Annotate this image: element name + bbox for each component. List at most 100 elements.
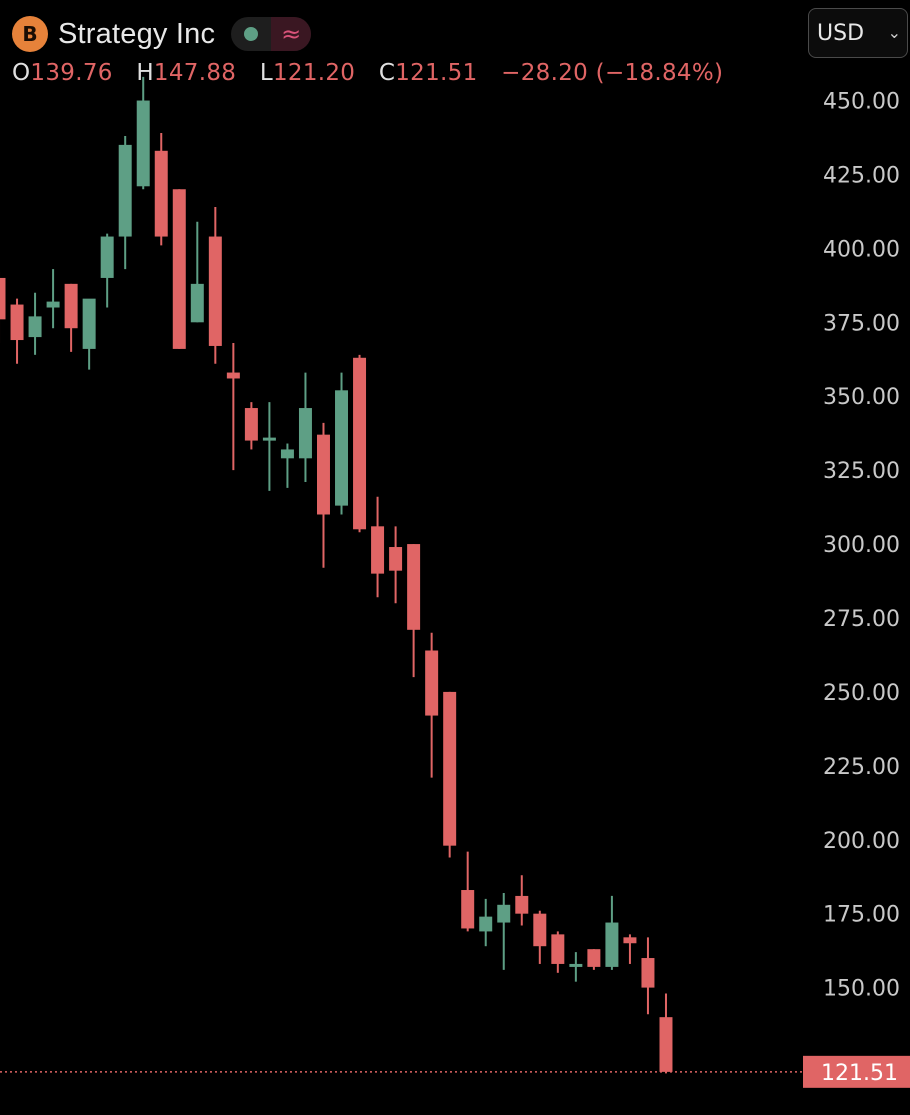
candle-body <box>226 372 240 379</box>
data-delay-wave-icon[interactable]: ≈ <box>271 17 312 51</box>
candle[interactable] <box>28 292 42 355</box>
candle-body <box>100 236 114 278</box>
candle-body <box>262 437 276 441</box>
candle[interactable] <box>461 851 475 932</box>
symbol-header: B Strategy Inc ≈ <box>12 14 312 54</box>
open-key: O <box>12 60 31 86</box>
candle[interactable] <box>154 133 168 246</box>
candle[interactable] <box>443 691 457 858</box>
candle[interactable] <box>551 931 565 973</box>
candle-body <box>0 277 6 320</box>
low-value: 121.20 <box>272 60 356 86</box>
currency-label: USD <box>817 20 865 46</box>
candle-body <box>10 304 24 341</box>
close-value: 121.51 <box>395 60 478 86</box>
candle-body <box>443 691 457 846</box>
candle[interactable] <box>389 526 403 604</box>
candle[interactable] <box>190 221 204 323</box>
candle[interactable] <box>118 136 132 270</box>
candle-body <box>298 408 312 459</box>
candle-body <box>353 357 367 530</box>
change-value: −28.20 (−18.84%) <box>501 60 724 86</box>
low-key: L <box>259 60 273 86</box>
last-price-label: 121.51 <box>821 1061 898 1086</box>
y-tick-label: 300.00 <box>823 533 900 558</box>
y-tick-label: 375.00 <box>823 311 900 336</box>
candle[interactable] <box>605 895 619 970</box>
candle-body <box>551 934 565 964</box>
candles-layer <box>0 76 673 1074</box>
candle-body <box>623 937 637 944</box>
candle[interactable] <box>64 283 78 352</box>
candle-body <box>172 189 186 349</box>
candle[interactable] <box>659 993 673 1074</box>
y-tick-label: 350.00 <box>823 385 900 410</box>
y-tick-label: 400.00 <box>823 237 900 262</box>
candle[interactable] <box>46 269 60 329</box>
candle-body <box>479 916 493 932</box>
candle-body <box>46 301 60 308</box>
candle[interactable] <box>100 233 114 308</box>
candle[interactable] <box>244 402 258 450</box>
candle-body <box>587 949 601 967</box>
candle-body <box>316 434 330 515</box>
candle[interactable] <box>82 298 96 370</box>
y-tick-label: 275.00 <box>823 607 900 632</box>
candle[interactable] <box>262 402 276 491</box>
y-tick-label: 425.00 <box>823 163 900 188</box>
candle-body <box>82 298 96 349</box>
candle[interactable] <box>623 934 637 964</box>
candle[interactable] <box>407 544 421 678</box>
candle[interactable] <box>335 372 349 515</box>
last-price-tag <box>803 1055 910 1088</box>
symbol-name[interactable]: Strategy Inc <box>58 17 216 50</box>
high-value: 147.88 <box>153 60 237 86</box>
candle-body <box>190 283 204 323</box>
open-value: 139.76 <box>30 60 113 86</box>
market-status-segment[interactable] <box>231 17 271 51</box>
candle-body <box>533 913 547 947</box>
candle[interactable] <box>497 892 511 970</box>
candle-body <box>335 390 349 506</box>
close-key: C <box>378 60 396 86</box>
candle[interactable] <box>316 422 330 568</box>
candle[interactable] <box>479 898 493 947</box>
candle[interactable] <box>136 76 150 190</box>
bitcoin-logo-icon[interactable]: B <box>12 16 48 52</box>
price-axis[interactable]: 450.00 425.00 400.00 375.00 350.00 325.00 300.… <box>823 90 900 1002</box>
candle[interactable] <box>425 632 439 778</box>
candle-body <box>208 236 222 346</box>
y-tick-label: 175.00 <box>823 903 900 928</box>
candle[interactable] <box>172 189 186 349</box>
y-tick-label: 150.00 <box>823 977 900 1002</box>
candle-body <box>605 922 619 967</box>
last-price-layer: 121.51 <box>0 1055 910 1088</box>
candle[interactable] <box>298 372 312 482</box>
candle[interactable] <box>0 272 6 343</box>
market-status-pill[interactable]: ≈ <box>231 17 312 51</box>
candle[interactable] <box>587 949 601 970</box>
candle[interactable] <box>226 342 240 471</box>
candle-body <box>569 963 583 967</box>
candle[interactable] <box>569 952 583 982</box>
candle[interactable] <box>515 875 529 926</box>
candle[interactable] <box>280 443 294 488</box>
currency-selector[interactable]: USD ⌄ <box>808 8 908 58</box>
candle[interactable] <box>533 910 547 964</box>
high-key: H <box>136 60 154 86</box>
candle[interactable] <box>371 496 385 598</box>
candle[interactable] <box>10 298 24 364</box>
ohlc-legend: O139.76 H147.88 L121.20 C121.51 −28.20 (… <box>12 60 723 86</box>
candle-body <box>515 895 529 914</box>
candle-body <box>497 904 511 923</box>
candle[interactable] <box>353 354 367 533</box>
candle-body <box>461 890 475 929</box>
market-open-dot-icon <box>244 27 259 41</box>
candle-body <box>371 526 385 574</box>
candle[interactable] <box>641 937 655 1015</box>
candle[interactable] <box>208 206 222 364</box>
candle-body <box>425 650 439 716</box>
candle-body <box>407 544 421 630</box>
chevron-down-icon: ⌄ <box>887 23 901 42</box>
